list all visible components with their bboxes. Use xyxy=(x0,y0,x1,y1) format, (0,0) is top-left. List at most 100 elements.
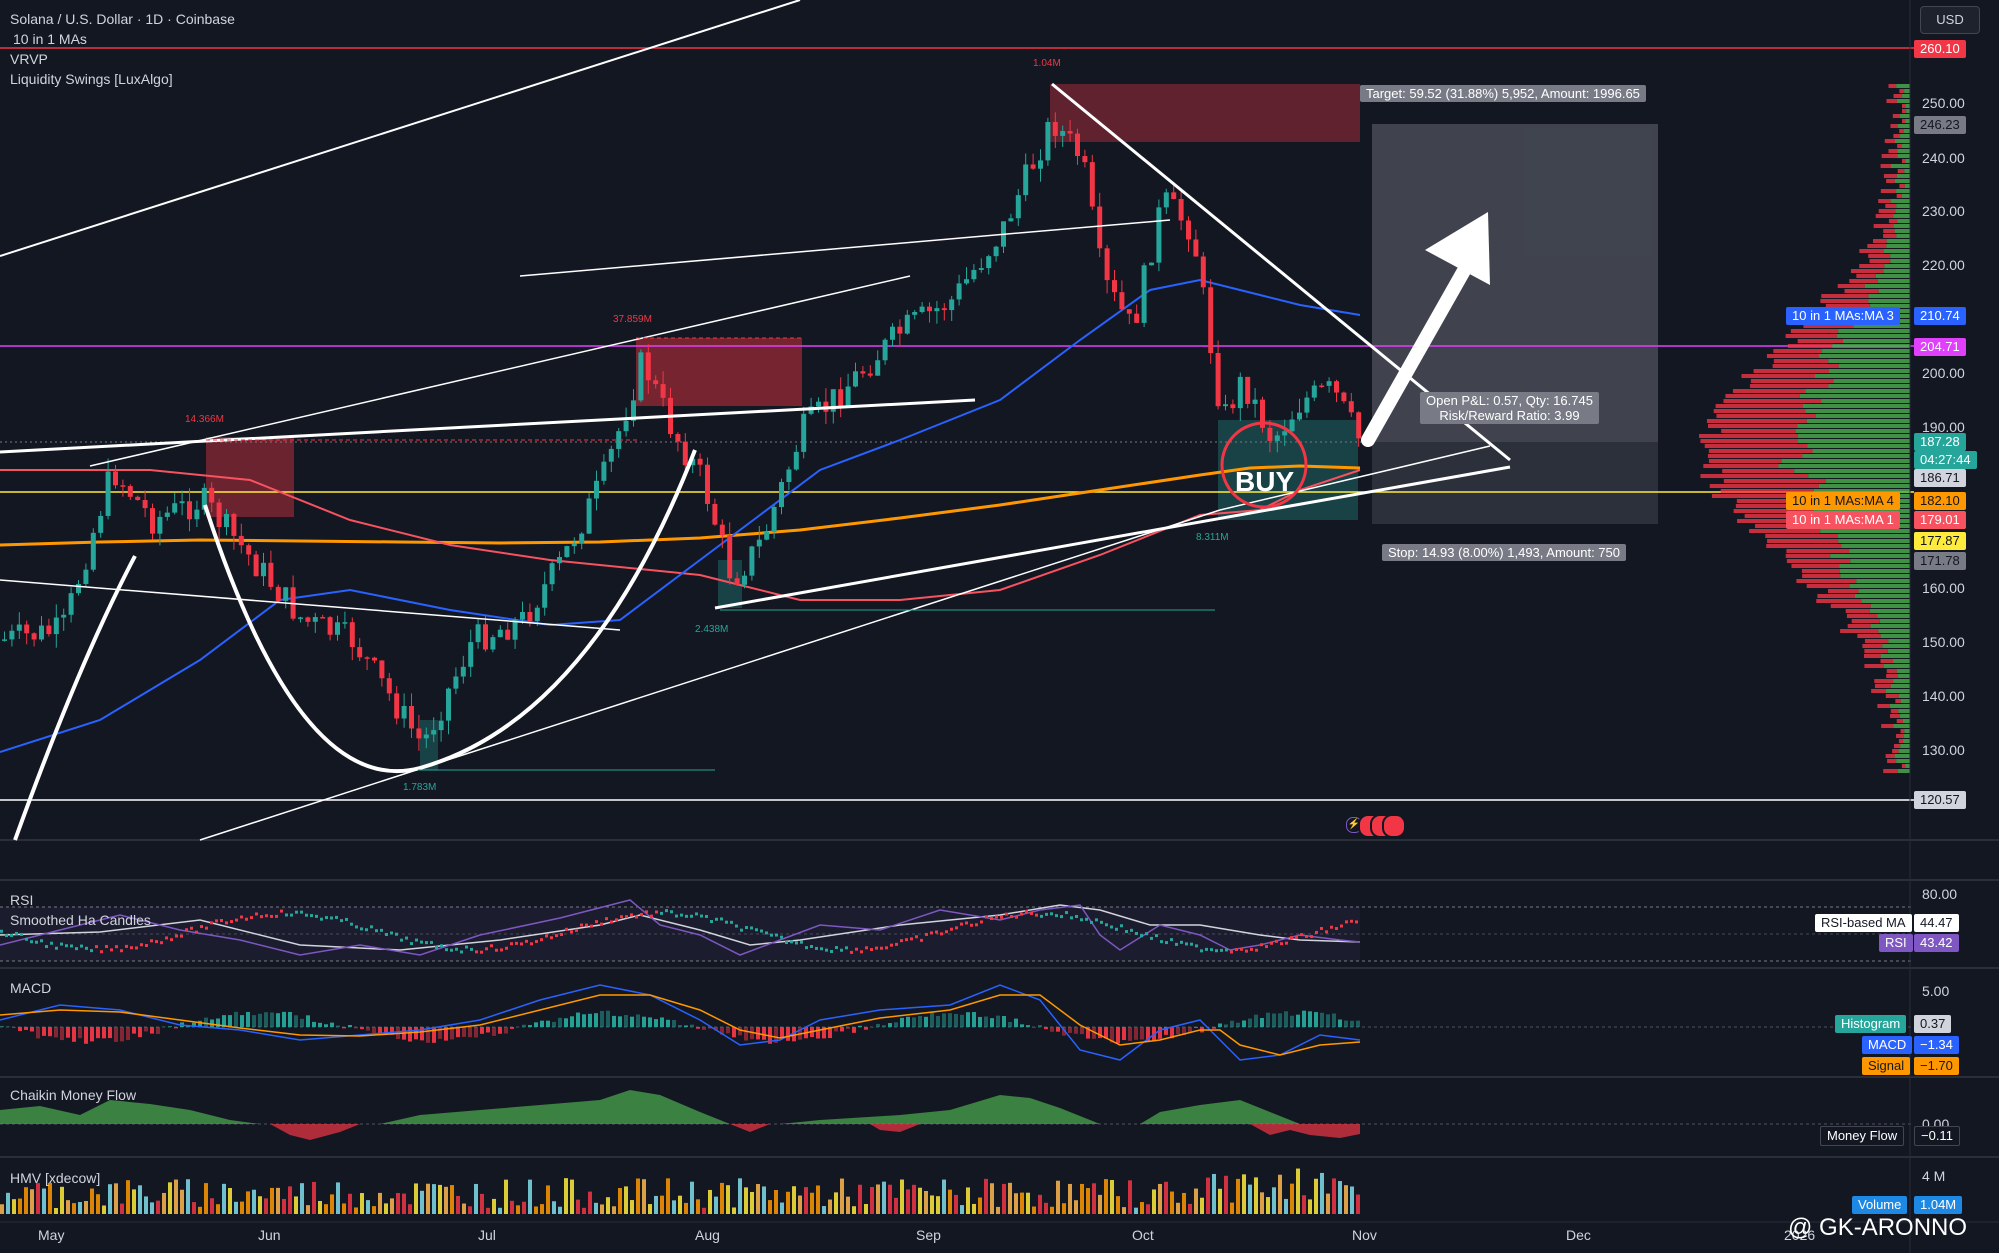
profile-bar-buy xyxy=(1896,204,1910,208)
ha-dot xyxy=(1330,925,1333,929)
ha-dot xyxy=(880,946,883,950)
macd-hist-bar xyxy=(120,1027,124,1042)
target-label[interactable]: Target: 59.52 (31.88%) 5,952, Amount: 19… xyxy=(1360,85,1646,102)
volume-bar xyxy=(1308,1199,1312,1214)
ha-dot xyxy=(430,940,433,944)
ma4-line[interactable] xyxy=(0,464,1361,547)
ha-dot xyxy=(145,943,148,947)
volume-bar xyxy=(234,1201,238,1214)
volume-bar xyxy=(48,1182,52,1214)
cmf-title[interactable]: Chaikin Money Flow xyxy=(10,1087,137,1103)
macd-hist-bar xyxy=(372,1027,376,1033)
candle-body xyxy=(586,498,592,534)
indicator-label-vrvp[interactable]: VRVP xyxy=(10,51,48,67)
volume-bar xyxy=(1296,1168,1300,1214)
profile-bar-sell xyxy=(1720,489,1814,493)
pnl-line: Open P&L: 0.57, Qty: 16.745 xyxy=(1426,393,1593,408)
symbol-title[interactable]: Solana / U.S. Dollar · 1D · Coinbase xyxy=(10,11,235,27)
ha-dot xyxy=(715,917,718,921)
profile-bar-sell xyxy=(1803,324,1854,328)
candle-body xyxy=(1252,399,1258,404)
candle-body xyxy=(1097,206,1103,249)
volume-bar xyxy=(762,1186,766,1214)
candle-body xyxy=(201,487,207,510)
profile-bar-buy xyxy=(1883,249,1910,253)
ha-dot xyxy=(765,931,768,935)
volume-bar xyxy=(942,1179,946,1214)
ha-dot xyxy=(535,940,538,944)
us-flag-icon[interactable] xyxy=(1382,814,1406,838)
profile-bar-sell xyxy=(1878,199,1891,203)
ha-dot xyxy=(585,923,588,927)
indicator-label-liquidity[interactable]: Liquidity Swings [LuxAlgo] xyxy=(10,71,173,87)
candle-body xyxy=(764,531,770,540)
macd-tick: 5.00 xyxy=(1922,983,1950,999)
volume-bar xyxy=(738,1178,742,1214)
smoothed-ha-title[interactable]: Smoothed Ha Candles xyxy=(10,912,151,928)
event-icons[interactable]: ⚡ xyxy=(1346,813,1406,838)
profile-bar-sell xyxy=(1765,534,1838,538)
ha-dot xyxy=(1350,919,1353,923)
volume-bar xyxy=(834,1192,838,1214)
macd-title[interactable]: MACD xyxy=(10,980,52,996)
price-tick: 160.00 xyxy=(1922,580,1965,596)
candle-body xyxy=(571,543,577,547)
ha-dot xyxy=(1090,920,1093,924)
volume-bar xyxy=(642,1179,646,1214)
indicator-label-ma[interactable]: 10 in 1 MAs xyxy=(13,31,87,47)
macd-hist-bar xyxy=(522,1024,526,1027)
volume-bar xyxy=(300,1183,304,1214)
ha-dot xyxy=(65,944,68,948)
target-arrow[interactable] xyxy=(1361,212,1490,447)
pnl-label[interactable]: Open P&L: 0.57, Qty: 16.745 Risk/Reward … xyxy=(1420,392,1599,424)
macd-hist-bar xyxy=(72,1027,76,1042)
macd-hist-bar xyxy=(330,1022,334,1027)
ha-dot xyxy=(540,938,543,942)
macd-hist-bar xyxy=(1266,1012,1270,1027)
candle-body xyxy=(283,587,289,601)
trend-lines[interactable] xyxy=(0,0,1511,841)
rsi-ma-value: 44.47 xyxy=(1914,914,1959,932)
ha-dot xyxy=(490,944,493,948)
macd-hist-bar xyxy=(906,1016,910,1027)
profile-bar-buy xyxy=(1850,559,1910,563)
candle-body xyxy=(1193,239,1199,257)
candle-body xyxy=(1186,220,1191,240)
volume-bar xyxy=(708,1189,712,1214)
ha-dot xyxy=(720,917,723,921)
position-target-zone[interactable] xyxy=(1372,124,1658,442)
ha-dot xyxy=(635,915,638,919)
profile-bar-buy xyxy=(1883,269,1910,273)
stop-label[interactable]: Stop: 14.93 (8.00%) 1,493, Amount: 750 xyxy=(1382,544,1626,561)
ha-dot xyxy=(835,946,838,950)
candle-body xyxy=(416,728,422,739)
candle-body xyxy=(453,676,459,689)
macd-hist-bar xyxy=(486,1027,490,1033)
ha-dot xyxy=(265,914,268,918)
volume-bar xyxy=(912,1184,916,1214)
volume-bar xyxy=(282,1198,286,1214)
profile-bar-buy xyxy=(1893,679,1910,683)
ha-dot xyxy=(400,938,403,942)
volume-title[interactable]: HMV [xdecow] xyxy=(10,1170,101,1186)
time-label-aug: Aug xyxy=(695,1227,720,1243)
cmf-negative xyxy=(270,1124,1360,1140)
signal-value: −1.70 xyxy=(1914,1057,1959,1075)
macd-hist-bar xyxy=(534,1022,538,1027)
ma1-line[interactable] xyxy=(0,469,1361,601)
volume-bar xyxy=(108,1184,112,1214)
ha-dot xyxy=(1160,940,1163,944)
profile-bar-sell xyxy=(1830,604,1871,608)
volume-bar xyxy=(1284,1198,1288,1214)
macd-hist-bar xyxy=(270,1012,274,1027)
rsi-title[interactable]: RSI xyxy=(10,892,34,908)
ha-dot xyxy=(1025,909,1028,913)
currency-button[interactable]: USD xyxy=(1920,6,1980,34)
ha-dot xyxy=(95,945,98,949)
volume-bar xyxy=(426,1183,430,1214)
ha-dot xyxy=(1140,934,1143,938)
ha-dot xyxy=(760,929,763,933)
ha-dot xyxy=(1145,932,1148,936)
candle-body xyxy=(105,471,111,516)
